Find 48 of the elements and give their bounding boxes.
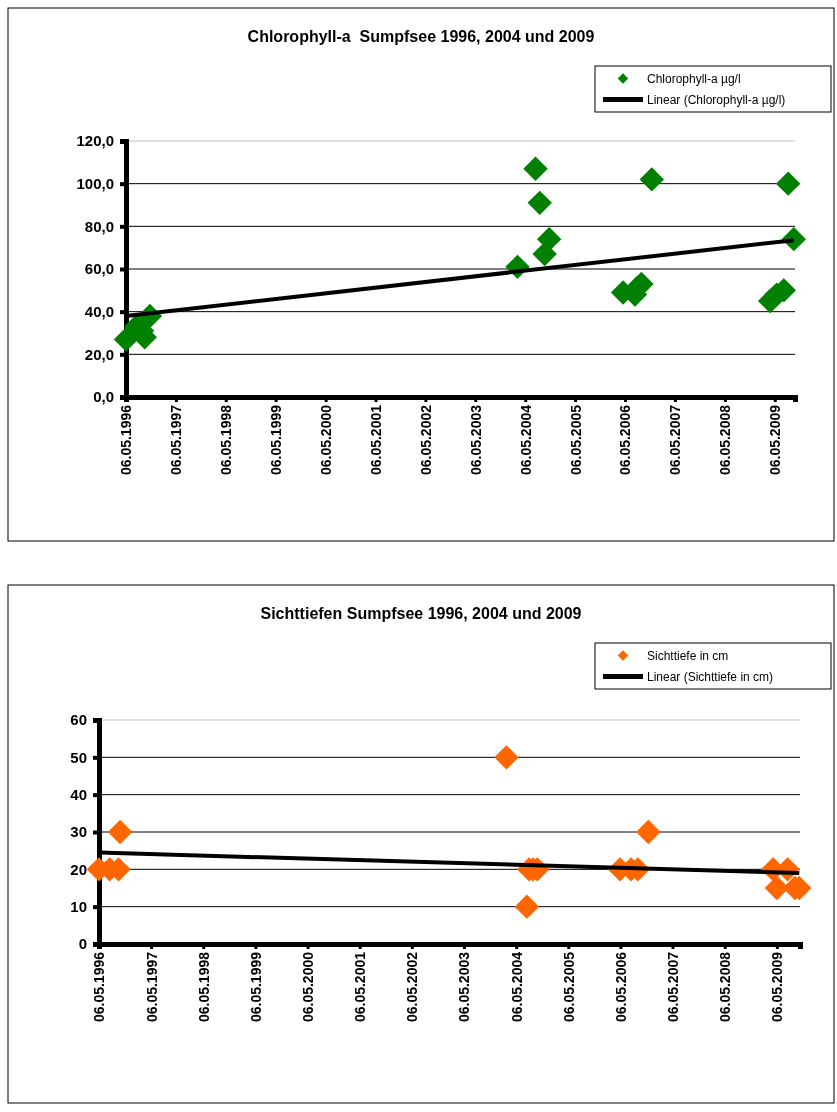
y-tick-label: 60,0 xyxy=(84,260,114,278)
x-tick-label: 06.05.2004 xyxy=(508,951,525,1023)
x-tick-label: 06.05.2004 xyxy=(517,404,534,476)
y-tick-label: 40,0 xyxy=(84,302,114,320)
y-tick-label: 20 xyxy=(70,860,87,878)
x-tick-label: 06.05.1996 xyxy=(91,951,108,1023)
x-tick-label: 06.05.1997 xyxy=(168,404,185,476)
chart-title: Sichttiefen Sumpfsee 1996, 2004 und 2009 xyxy=(260,605,582,622)
x-tick-label: 06.05.2003 xyxy=(456,951,473,1023)
y-tick-label: 0,0 xyxy=(93,388,114,406)
y-tick-label: 40 xyxy=(70,785,87,803)
y-tick-label: 50 xyxy=(70,748,87,766)
x-tick-label: 06.05.2005 xyxy=(567,404,584,476)
x-tick-label: 06.05.1998 xyxy=(218,404,235,476)
y-tick-label: 0 xyxy=(78,935,87,953)
x-tick-label: 06.05.1997 xyxy=(143,951,160,1023)
x-tick-label: 06.05.2007 xyxy=(667,404,684,476)
x-tick-label: 06.05.2001 xyxy=(367,404,384,476)
y-tick-label: 30 xyxy=(70,823,87,841)
x-tick-label: 06.05.1999 xyxy=(268,404,285,476)
legend-label: Linear (Chlorophyll-a µg/l) xyxy=(647,92,786,107)
x-tick-label: 06.05.2009 xyxy=(769,951,786,1023)
x-tick-label: 06.05.2001 xyxy=(352,951,369,1023)
x-tick-label: 06.05.2006 xyxy=(612,951,629,1023)
x-tick-label: 06.05.2006 xyxy=(617,404,634,476)
x-tick-label: 06.05.1998 xyxy=(195,951,212,1023)
x-tick-label: 06.05.2002 xyxy=(404,951,421,1023)
legend-label: Linear (Sichttiefe in cm) xyxy=(647,669,774,684)
y-tick-label: 20,0 xyxy=(84,345,114,363)
y-tick-label: 60 xyxy=(70,711,87,729)
x-tick-label: 06.05.2008 xyxy=(717,404,734,476)
x-tick-label: 06.05.1999 xyxy=(247,951,264,1023)
legend-label: Chlorophyll-a µg/l xyxy=(647,71,741,86)
x-tick-label: 06.05.2007 xyxy=(664,951,681,1023)
y-tick-label: 100,0 xyxy=(76,174,114,192)
x-tick-label: 06.05.2002 xyxy=(417,404,434,476)
x-tick-label: 06.05.2003 xyxy=(467,404,484,476)
x-tick-label: 06.05.2000 xyxy=(318,404,335,476)
y-tick-label: 120,0 xyxy=(76,132,114,150)
x-tick-label: 06.05.2000 xyxy=(299,951,316,1023)
chart-title: Chlorophyll-a Sumpfsee 1996, 2004 und 2009 xyxy=(247,28,595,45)
y-tick-label: 80,0 xyxy=(84,217,114,235)
x-tick-label: 06.05.1996 xyxy=(118,404,135,476)
x-tick-label: 06.05.2008 xyxy=(717,951,734,1023)
x-tick-label: 06.05.2009 xyxy=(767,404,784,476)
x-tick-label: 06.05.2005 xyxy=(560,951,577,1023)
legend-label: Sichttiefe in cm xyxy=(647,648,729,663)
y-tick-label: 10 xyxy=(70,897,87,915)
